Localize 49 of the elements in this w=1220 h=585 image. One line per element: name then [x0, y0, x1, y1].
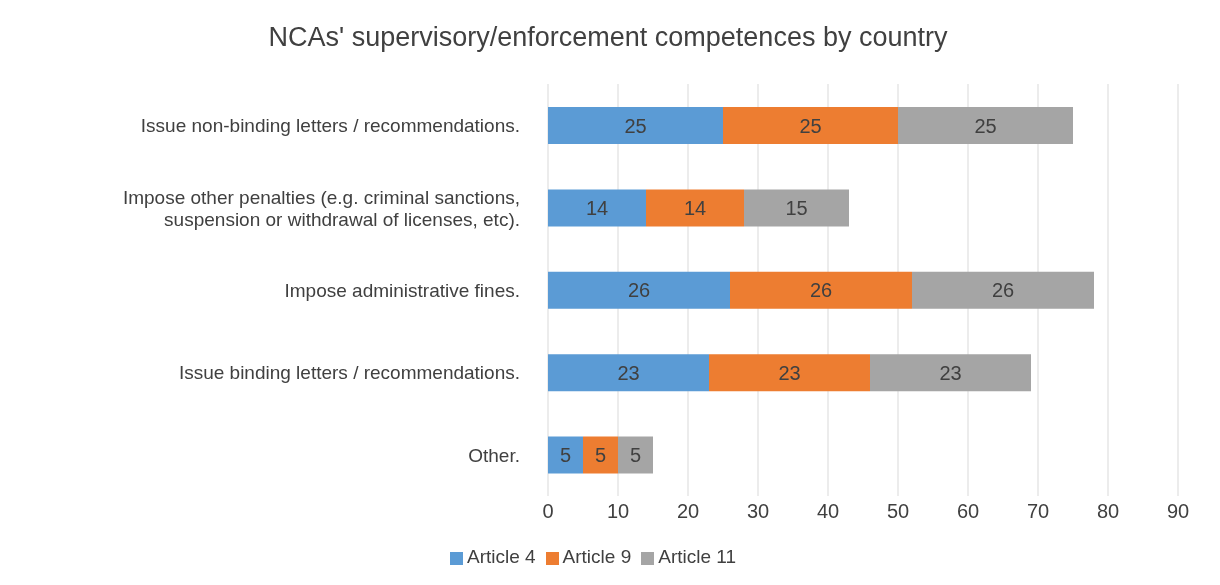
y-tick-label: Impose other penalties (e.g. criminal sanctions, suspension or withdrawal of licenses, etc).	[122, 186, 520, 230]
data-label: 23	[778, 361, 801, 384]
data-label: 26	[809, 279, 833, 302]
bar	[583, 436, 618, 474]
data-label: 5	[629, 444, 642, 467]
bar	[548, 354, 709, 392]
x-tick-label: 20	[676, 500, 700, 523]
data-label: 25	[799, 114, 822, 137]
bar	[548, 189, 646, 227]
legend-label: Article 11	[658, 546, 737, 567]
bar	[723, 107, 898, 144]
y-tick-label: Impose administrative fines.	[284, 279, 520, 301]
data-label: 25	[974, 114, 997, 137]
bar	[730, 271, 912, 309]
x-tick-label: 60	[956, 500, 980, 523]
chart-title: NCAs' supervisory/enforcement competences by country	[267, 21, 949, 54]
bar	[709, 354, 870, 392]
data-label: 25	[624, 114, 647, 137]
x-tick-label: 10	[606, 500, 630, 523]
x-tick-label: 90	[1166, 500, 1190, 523]
legend-label: Article 9	[562, 546, 632, 567]
y-tick-label: Issue binding letters / recommendations.	[178, 361, 520, 383]
bar	[912, 271, 1094, 309]
data-label: 5	[594, 444, 607, 467]
data-label: 26	[991, 279, 1015, 302]
bar	[870, 354, 1031, 392]
bar	[548, 271, 730, 309]
bar	[618, 436, 653, 474]
bar	[898, 107, 1073, 144]
x-tick-label: 30	[746, 500, 770, 523]
x-tick-label: 70	[1026, 500, 1050, 523]
bar	[646, 189, 744, 227]
x-tick-label: 0	[542, 500, 554, 523]
y-tick-label: Issue non-binding letters / recommendations.	[140, 114, 520, 136]
x-tick-label: 80	[1096, 500, 1120, 523]
bar	[548, 436, 583, 474]
data-label: 26	[627, 279, 651, 302]
x-tick-label: 40	[816, 500, 840, 523]
y-tick-label: Other.	[468, 444, 520, 466]
data-label: 23	[617, 361, 640, 384]
bar	[548, 107, 723, 144]
data-label: 14	[585, 197, 609, 219]
data-label: 5	[559, 444, 572, 467]
data-label: 14	[683, 197, 707, 219]
data-label: 15	[785, 197, 808, 219]
bar	[744, 189, 849, 227]
data-label: 23	[939, 361, 962, 384]
x-tick-label: 50	[886, 500, 910, 523]
legend-label: Article 4	[466, 546, 536, 567]
